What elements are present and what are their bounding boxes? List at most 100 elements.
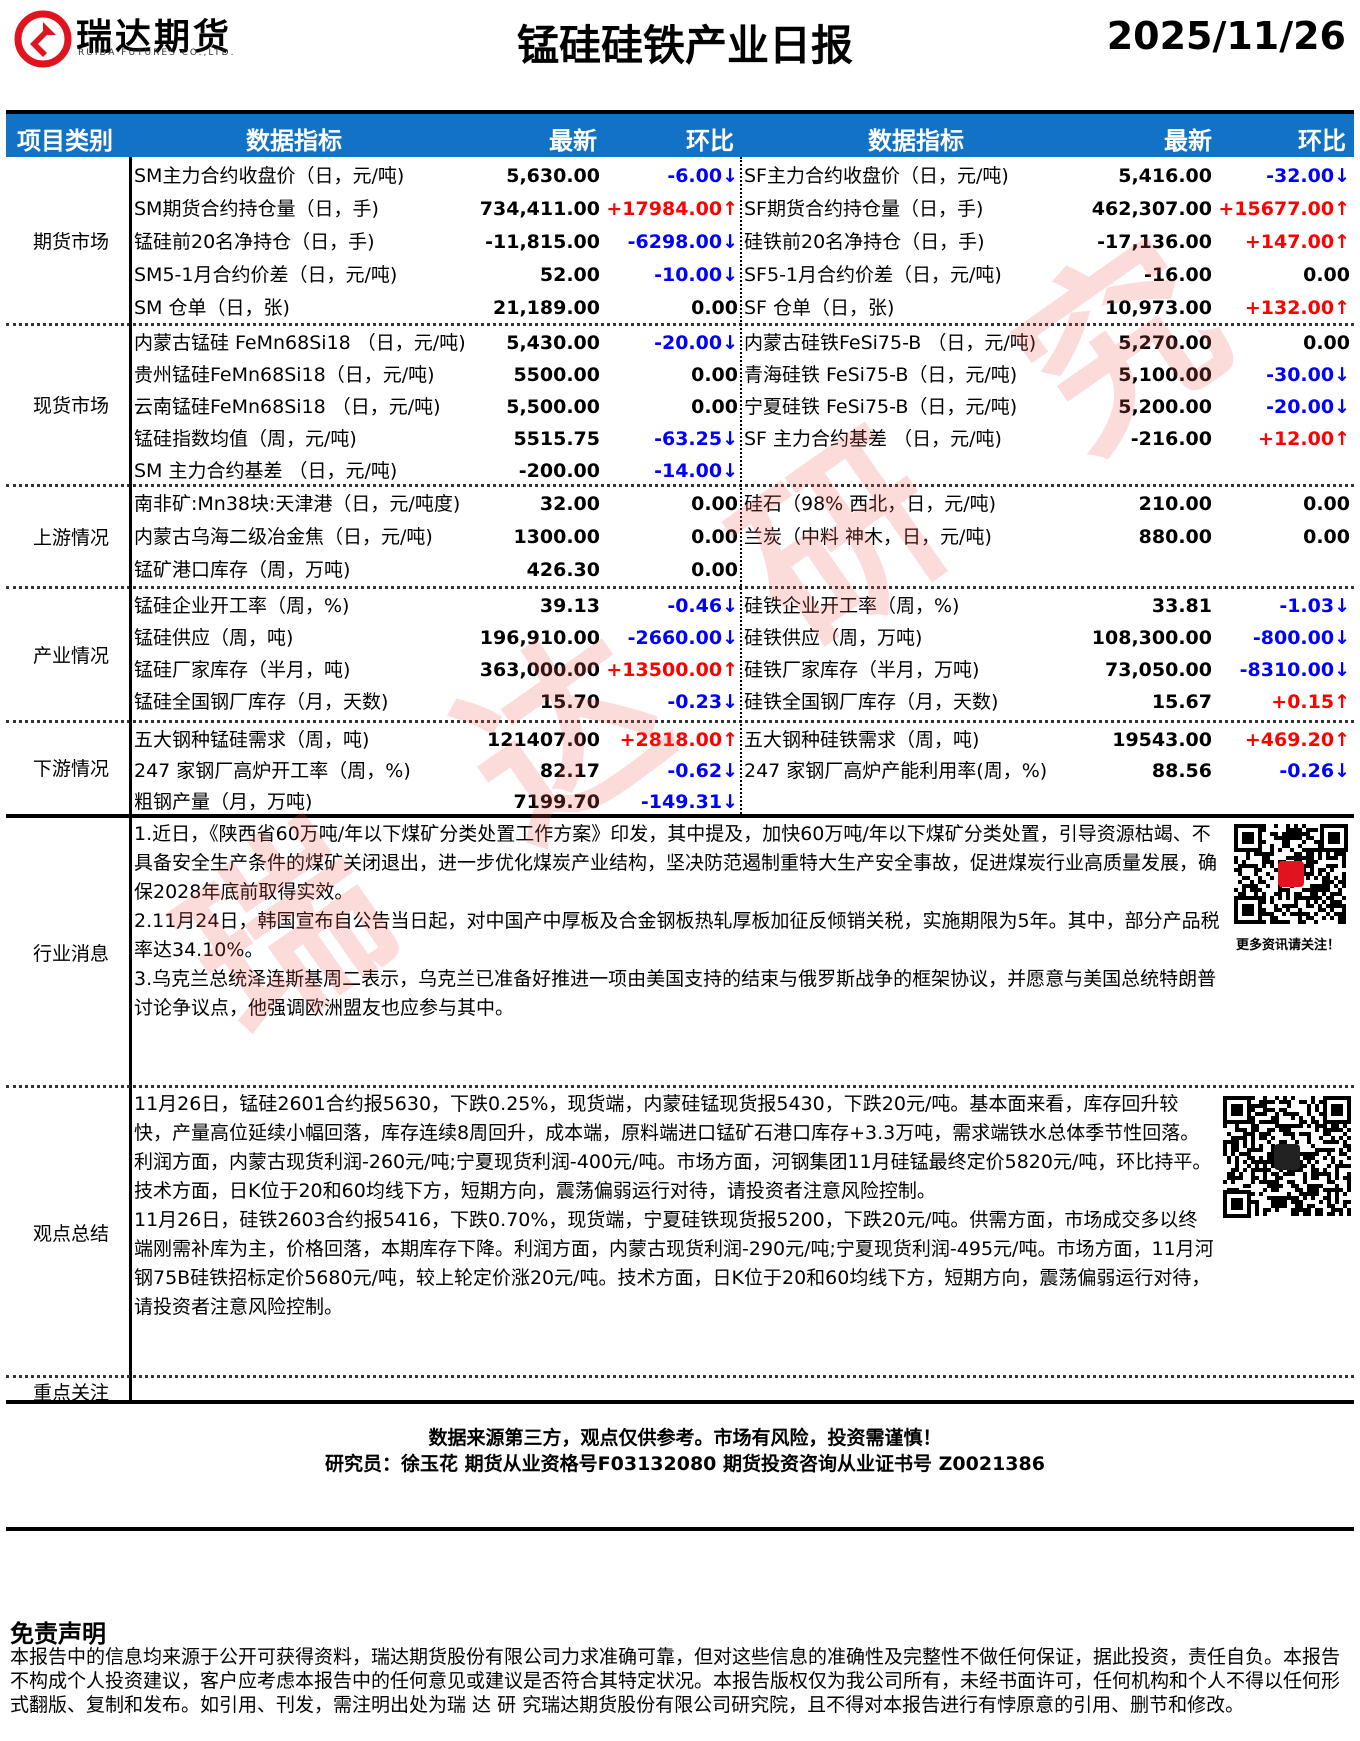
table-row: 内蒙古锰硅 FeMn68Si18 （日，元/吨) 5,430.00 -20.00… [6, 327, 1354, 359]
section-1: 现货市场 内蒙古锰硅 FeMn68Si18 （日，元/吨) 5,430.00 -… [6, 324, 1354, 487]
indicator-name: 云南锰硅FeMn68Si18 （日，元/吨) [134, 396, 441, 418]
change-value: -2660.00↓ [627, 627, 738, 649]
indicator-name: 硅铁企业开工率（周，%) [744, 595, 960, 617]
view-paragraph: 11月26日，硅铁2603合约报5416，下跌0.70%，现货端，宁夏硅铁现货报… [134, 1209, 1214, 1318]
col-category: 项目类别 [17, 127, 113, 155]
table-row: SM主力合约收盘价（日，元/吨) 5,630.00 -6.00↓ [6, 160, 1354, 192]
change-value: -20.00↓ [1266, 396, 1350, 418]
left-right-divider [740, 157, 742, 814]
indicator-name: 贵州锰硅FeMn68Si18（日，元/吨) [134, 364, 435, 386]
table-row: 五大钢种硅铁需求（周，吨) 19543.00 +469.20↑ [6, 724, 1354, 756]
change-value: +12.00↑ [1258, 428, 1350, 450]
disclaimer-title: 免责声明 [10, 1620, 106, 1648]
section-divider [6, 586, 1354, 589]
latest-value: -11,815.00 [485, 231, 600, 253]
change-value: 0.00 [691, 526, 738, 548]
table-row: 内蒙古乌海二级冶金焦（日，元/吨) 1300.00 0.00 [6, 521, 1354, 553]
change-value: -14.00↓ [654, 460, 738, 482]
indicator-name: SF 仓单（日，张) [744, 297, 895, 319]
indicator-name: SF期货合约持仓量（日，手) [744, 198, 984, 220]
change-value: -0.23↓ [667, 691, 738, 713]
change-value: 0.00 [691, 396, 738, 418]
latest-value: 5515.75 [513, 428, 600, 450]
change-value: 0.00 [691, 297, 738, 319]
footer-notice: 数据来源第三方，观点仅供参考。市场有风险，投资需谨慎！ [428, 1427, 942, 1449]
indicator-name: 锰矿港口库存（周，万吨) [134, 559, 351, 581]
change-value: +15677.00↑ [1218, 198, 1350, 220]
logo-name: 瑞达期货 [76, 17, 233, 58]
latest-value: 462,307.00 [1091, 198, 1212, 220]
section-0: 期货市场 SM主力合约收盘价（日，元/吨) 5,630.00 -6.00↓ SM… [6, 157, 1354, 326]
table-row: 锰矿港口库存（周，万吨) 426.30 0.00 [6, 554, 1354, 586]
change-value: -6.00↓ [667, 165, 738, 187]
col-indicator-left: 数据指标 [246, 127, 342, 155]
ruida-logo-icon [14, 10, 72, 68]
table-row: 锰硅供应（周，吨) 196,910.00 -2660.00↓ [6, 622, 1354, 654]
change-value: 0.00 [1303, 526, 1350, 548]
section-divider [6, 720, 1354, 723]
change-value: -0.26↓ [1279, 760, 1350, 782]
latest-value: -216.00 [1130, 428, 1212, 450]
table-row: SF5-1月合约价差（日，元/吨) -16.00 0.00 [6, 259, 1354, 291]
news-category: 行业消息 [32, 942, 109, 965]
table-row: SM5-1月合约价差（日，元/吨) 52.00 -10.00↓ [6, 259, 1354, 291]
indicator-name: 247 家钢厂高炉开工率（周，%) [134, 760, 411, 782]
indicator-name: 内蒙古硅铁FeSi75-B （日，元/吨) [744, 332, 1037, 354]
focus-category: 重点关注 [32, 1382, 109, 1404]
table-row: SF 仓单（日，张) 10,973.00 +132.00↑ [6, 292, 1354, 324]
table-bottom-line [6, 814, 1354, 818]
table-row: SM 主力合约基差 （日，元/吨) -200.00 -14.00↓ [6, 455, 1354, 487]
section-divider [6, 484, 1354, 487]
news-item: 1.近日，《陕西省60万吨/年以下煤矿分类处置工作方案》印发，其中提及，加快60… [134, 823, 1218, 903]
change-value: -63.25↓ [654, 428, 738, 450]
indicator-name: SM 主力合约基差 （日，元/吨) [134, 460, 398, 482]
news-text: 1.近日，《陕西省60万吨/年以下煤矿分类处置工作方案》印发，其中提及，加快60… [134, 820, 1220, 1023]
change-value: -10.00↓ [654, 264, 738, 286]
view-text: 11月26日，锰硅2601合约报5630，下跌0.25%，现货端，内蒙硅锰现货报… [134, 1090, 1214, 1322]
table-row: SF期货合约持仓量（日，手) 462,307.00 +15677.00↑ [6, 193, 1354, 225]
col-latest-right: 最新 [1164, 127, 1212, 155]
table-row: 锰硅前20名净持仓（日，手) -11,815.00 -6298.00↓ [6, 226, 1354, 258]
section-category: 上游情况 [32, 526, 109, 549]
latest-value: 5,500.00 [506, 396, 600, 418]
change-value: -0.46↓ [667, 595, 738, 617]
change-value: +2818.00↑ [619, 729, 738, 751]
table-row: 硅铁前20名净持仓（日，手) -17,136.00 +147.00↑ [6, 226, 1354, 258]
page-title: 锰硅硅铁产业日报 [516, 21, 853, 70]
table-row: 锰硅全国钢厂库存（月，天数) 15.70 -0.23↓ [6, 686, 1354, 718]
table-row: 宁夏硅铁 FeSi75-B（日，元/吨) 5,200.00 -20.00↓ [6, 391, 1354, 423]
latest-value: 5,270.00 [1118, 332, 1212, 354]
latest-value: 1300.00 [513, 526, 600, 548]
indicator-name: 锰硅厂家库存（半月，吨) [134, 659, 351, 681]
indicator-name: 硅铁供应（周，万吨) [744, 627, 923, 649]
indicator-name: 硅石（98% 西北，日，元/吨) [744, 493, 997, 515]
disclaimer-text: 本报告中的信息均来源于公开可获得资料，瑞达期货股份有限公司力求准确可靠，但对这些… [10, 1646, 1341, 1716]
indicator-name: 247 家钢厂高炉产能利用率(周，%) [744, 760, 1048, 782]
qr-code-icon [1234, 824, 1348, 924]
table-row: 硅铁供应（周，万吨) 108,300.00 -800.00↓ [6, 622, 1354, 654]
change-value: 0.00 [691, 559, 738, 581]
indicator-name: SM 仓单（日，张) [134, 297, 290, 319]
latest-value: 5,200.00 [1118, 396, 1212, 418]
col-latest-left: 最新 [549, 127, 597, 155]
change-value: +17984.00↑ [606, 198, 738, 220]
change-value: -20.00↓ [654, 332, 738, 354]
latest-value: 15.67 [1151, 691, 1212, 713]
latest-value: 5,630.00 [506, 165, 600, 187]
section-category: 产业情况 [32, 644, 109, 667]
change-value: +132.00↑ [1244, 297, 1350, 319]
latest-value: 5500.00 [513, 364, 600, 386]
latest-value: -200.00 [518, 460, 600, 482]
latest-value: 5,416.00 [1118, 165, 1212, 187]
qr-caption: 更多资讯请关注！ [1236, 938, 1341, 953]
indicator-name: SF5-1月合约价差（日，元/吨) [744, 264, 1002, 286]
indicator-name: 锰硅前20名净持仓（日，手) [134, 231, 375, 253]
change-value: -30.00↓ [1266, 364, 1350, 386]
change-value: -800.00↓ [1252, 627, 1350, 649]
change-value: +0.15↑ [1271, 691, 1350, 713]
footer-line [6, 1527, 1354, 1531]
view-category: 观点总结 [32, 1222, 109, 1245]
latest-value: 5,430.00 [506, 332, 600, 354]
change-value: 0.00 [691, 364, 738, 386]
table-row: SF主力合约收盘价（日，元/吨) 5,416.00 -32.00↓ [6, 160, 1354, 192]
